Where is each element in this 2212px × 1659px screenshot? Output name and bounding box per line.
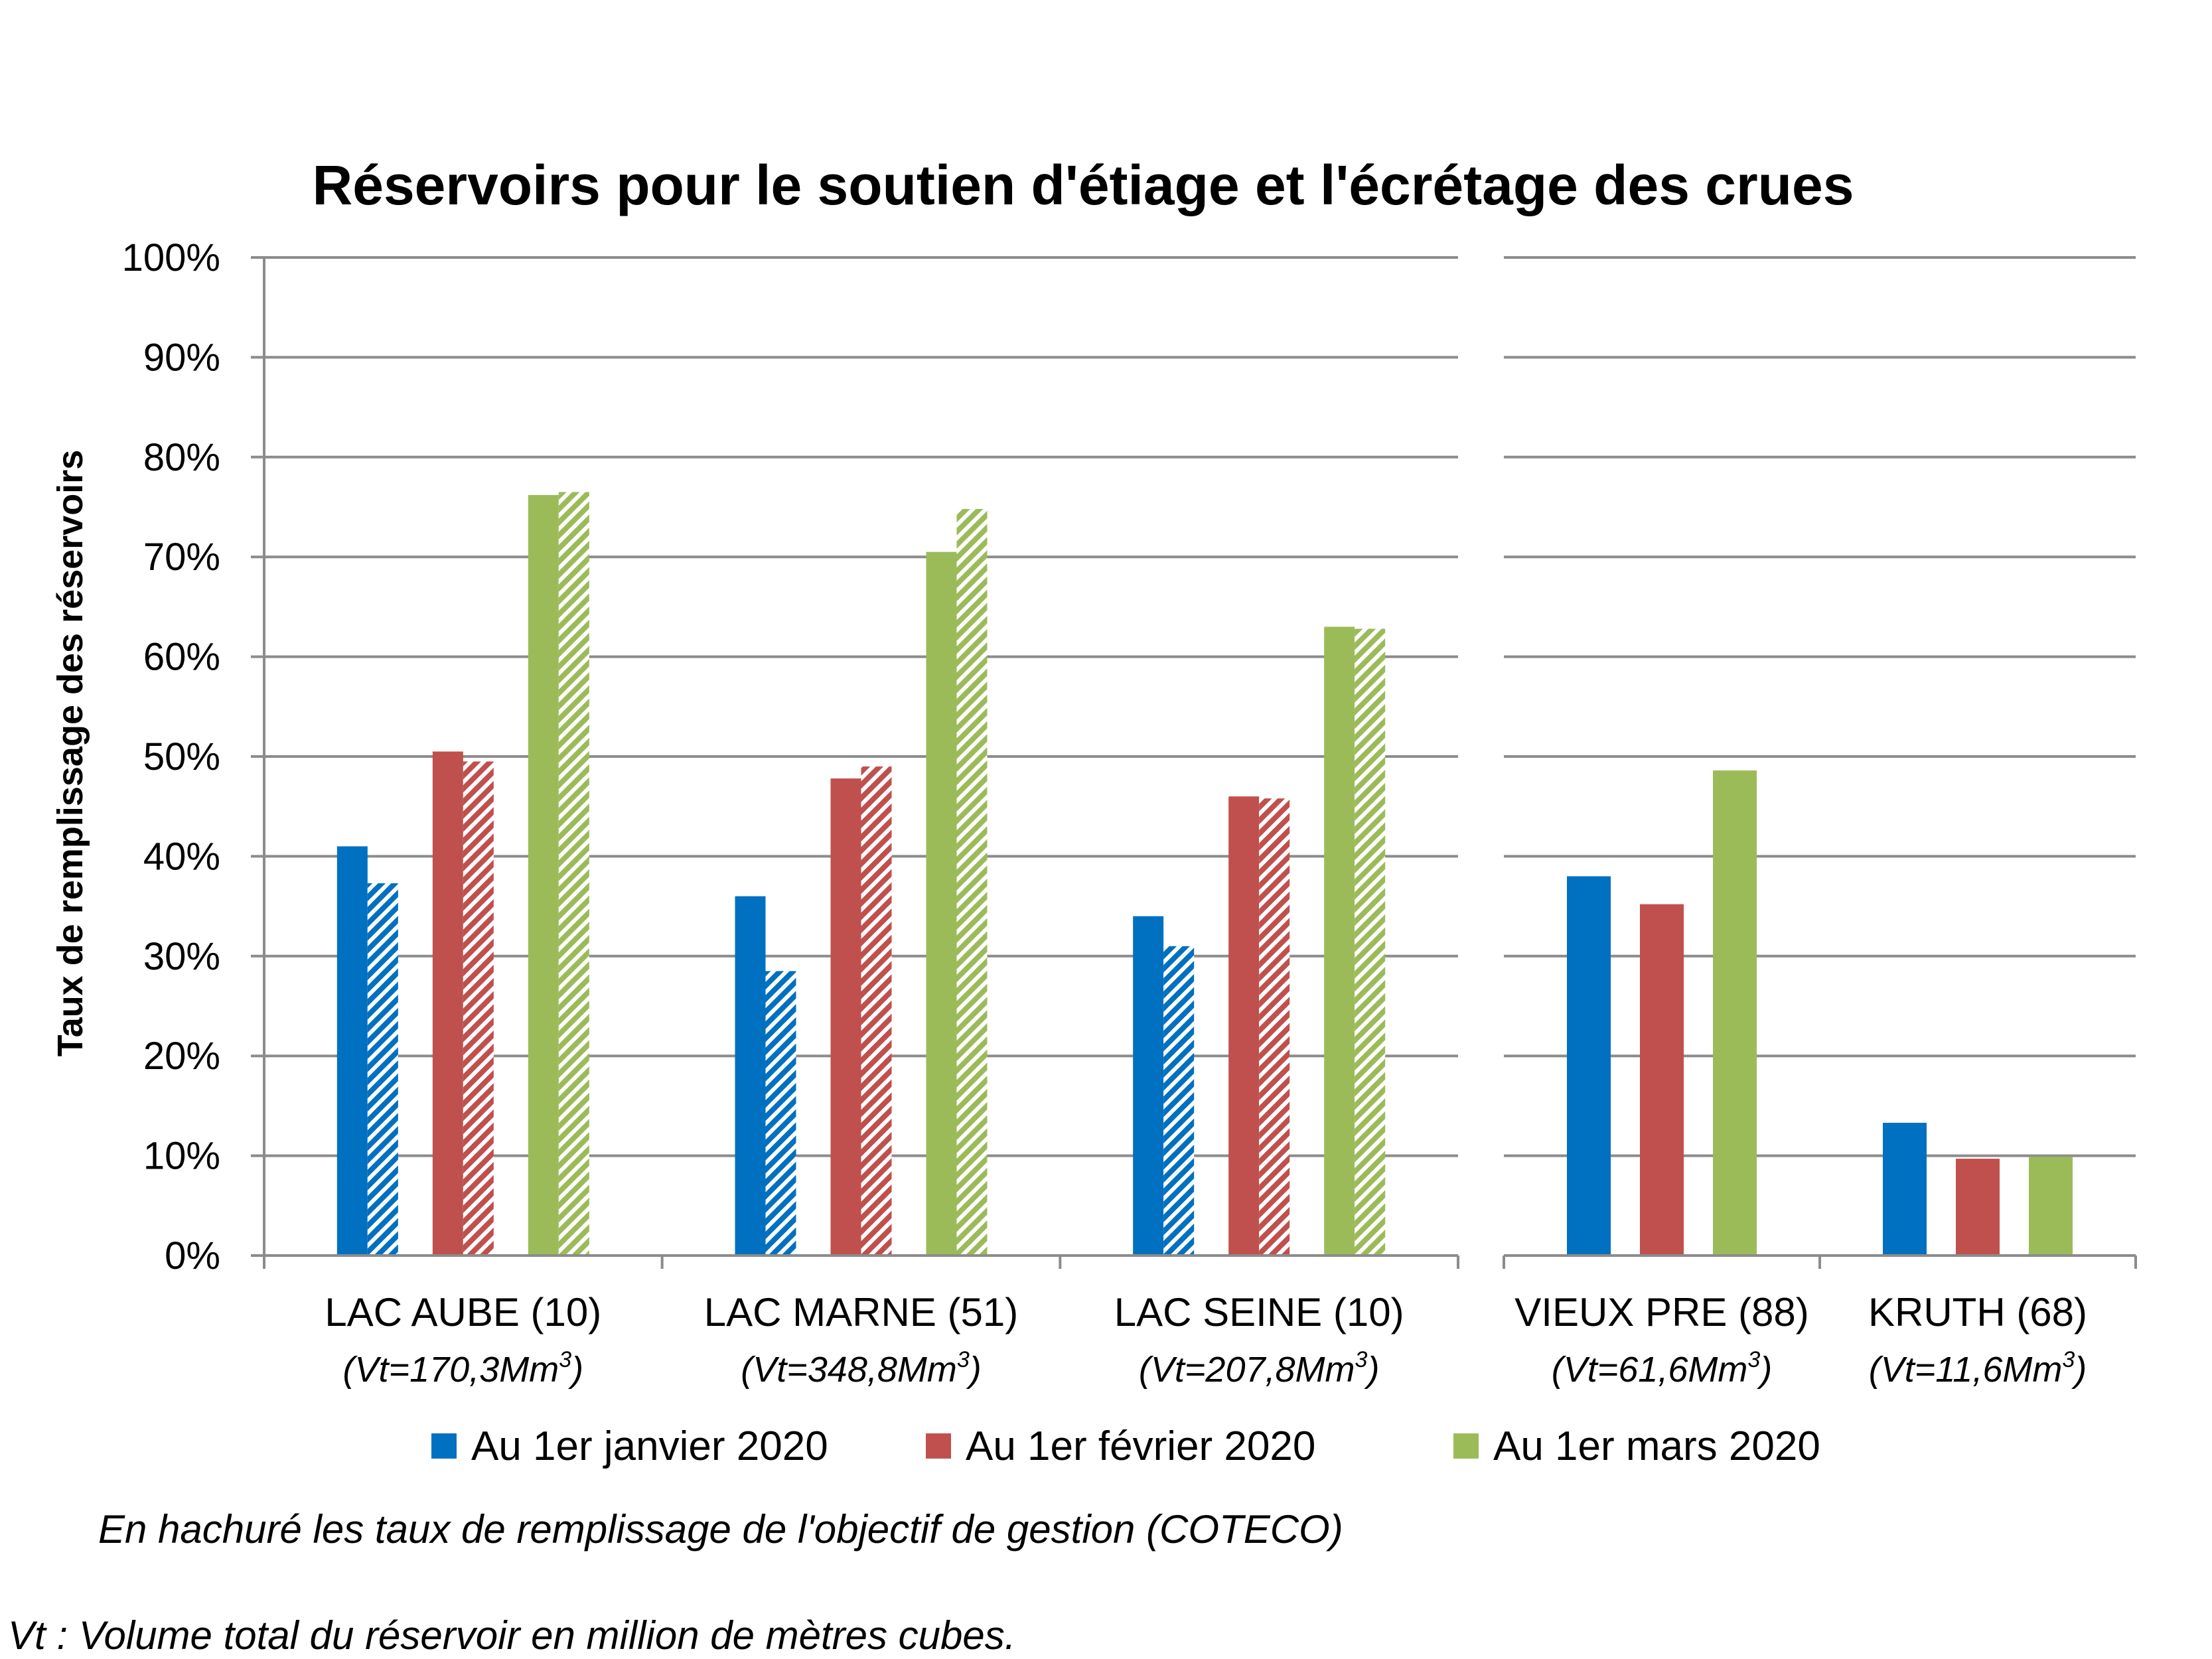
objectif-bar-1-cat-1 — [367, 883, 398, 1256]
y-tick-label: 30% — [143, 935, 220, 978]
legend-swatch — [1453, 1433, 1479, 1459]
hatch-note: En hachuré les taux de remplissage de l'… — [98, 1507, 1343, 1551]
objectif-bar-3-cat-3 — [1355, 628, 1386, 1256]
legend-label: Au 1er janvier 2020 — [471, 1423, 828, 1469]
category-volume: (Vt=207,8Mm3) — [1139, 1347, 1380, 1390]
y-tick-label: 40% — [143, 835, 220, 878]
bar-2-cat-2 — [830, 778, 861, 1256]
category-volume: (Vt=170,3Mm3) — [343, 1347, 584, 1390]
y-tick-label: 10% — [143, 1135, 220, 1178]
bar-3-cat-4 — [1713, 770, 1757, 1256]
y-tick-label: 70% — [143, 536, 220, 579]
legend: Au 1er janvier 2020 Au 1er février 2020 Au… — [431, 1423, 1820, 1469]
bar-2-cat-4 — [1640, 904, 1684, 1256]
legend-label: Au 1er mars 2020 — [1493, 1423, 1820, 1469]
y-tick-label: 20% — [143, 1035, 220, 1078]
objectif-bar-2-cat-1 — [463, 761, 494, 1256]
legend-swatch — [431, 1433, 457, 1459]
category-label: VIEUX PRE (88) — [1514, 1290, 1808, 1334]
objectif-bar-1-cat-3 — [1163, 946, 1195, 1256]
bar-1-cat-5 — [1883, 1122, 1927, 1256]
objectif-bar-2-cat-2 — [861, 766, 892, 1256]
category-labels: LAC AUBE (10) (Vt=170,3Mm3) LAC MARNE (51)… — [325, 1290, 2087, 1390]
chart-title: Réservoirs pour le soutien d'étiage et l… — [313, 154, 1854, 216]
y-tick-label: 60% — [143, 636, 220, 679]
objectif-bar-3-cat-2 — [956, 509, 988, 1256]
x-axis — [263, 1254, 2137, 1269]
bar-2-cat-3 — [1228, 796, 1260, 1256]
bar-1-cat-4 — [1567, 876, 1611, 1256]
legend-swatch — [926, 1433, 951, 1459]
y-tick-label: 80% — [143, 436, 220, 479]
bar-1-cat-3 — [1133, 916, 1164, 1256]
legend-label: Au 1er février 2020 — [966, 1423, 1315, 1469]
objectif-bar-2-cat-3 — [1259, 798, 1290, 1256]
bar-1-cat-2 — [735, 896, 766, 1256]
category-volume: (Vt=61,6Mm3) — [1552, 1347, 1773, 1390]
objectif-bar-1-cat-2 — [765, 971, 796, 1256]
category-volume: (Vt=11,6Mm3) — [1869, 1347, 2087, 1390]
category-label: KRUTH (68) — [1868, 1290, 2087, 1334]
bar-3-cat-5 — [2029, 1157, 2073, 1256]
y-tick-labels: 0% 10% 20% 30% 40% 50% 60% 70% 80% 90% 100% — [122, 236, 265, 1277]
bar-3-cat-3 — [1324, 626, 1355, 1256]
y-axis-label: Taux de remplissage des réservoirs — [50, 450, 90, 1056]
bar-2-cat-1 — [432, 751, 463, 1256]
category-label: LAC MARNE (51) — [704, 1290, 1018, 1334]
y-tick-label: 90% — [143, 336, 220, 379]
bar-3-cat-2 — [926, 551, 957, 1256]
objectif-bar-3-cat-1 — [558, 492, 589, 1256]
y-tick-label: 0% — [165, 1234, 220, 1277]
bar-1-cat-1 — [336, 846, 368, 1256]
category-volume: (Vt=348,8Mm3) — [741, 1347, 982, 1390]
category-label: LAC SEINE (10) — [1114, 1290, 1404, 1334]
footnote: Vt : Volume total du réservoir en millio… — [8, 1613, 1015, 1658]
bars — [336, 492, 2073, 1256]
y-tick-label: 100% — [122, 236, 220, 279]
category-label: LAC AUBE (10) — [325, 1290, 601, 1334]
y-tick-label: 50% — [143, 735, 220, 778]
bar-3-cat-1 — [528, 494, 559, 1256]
bar-2-cat-5 — [1956, 1159, 2000, 1256]
